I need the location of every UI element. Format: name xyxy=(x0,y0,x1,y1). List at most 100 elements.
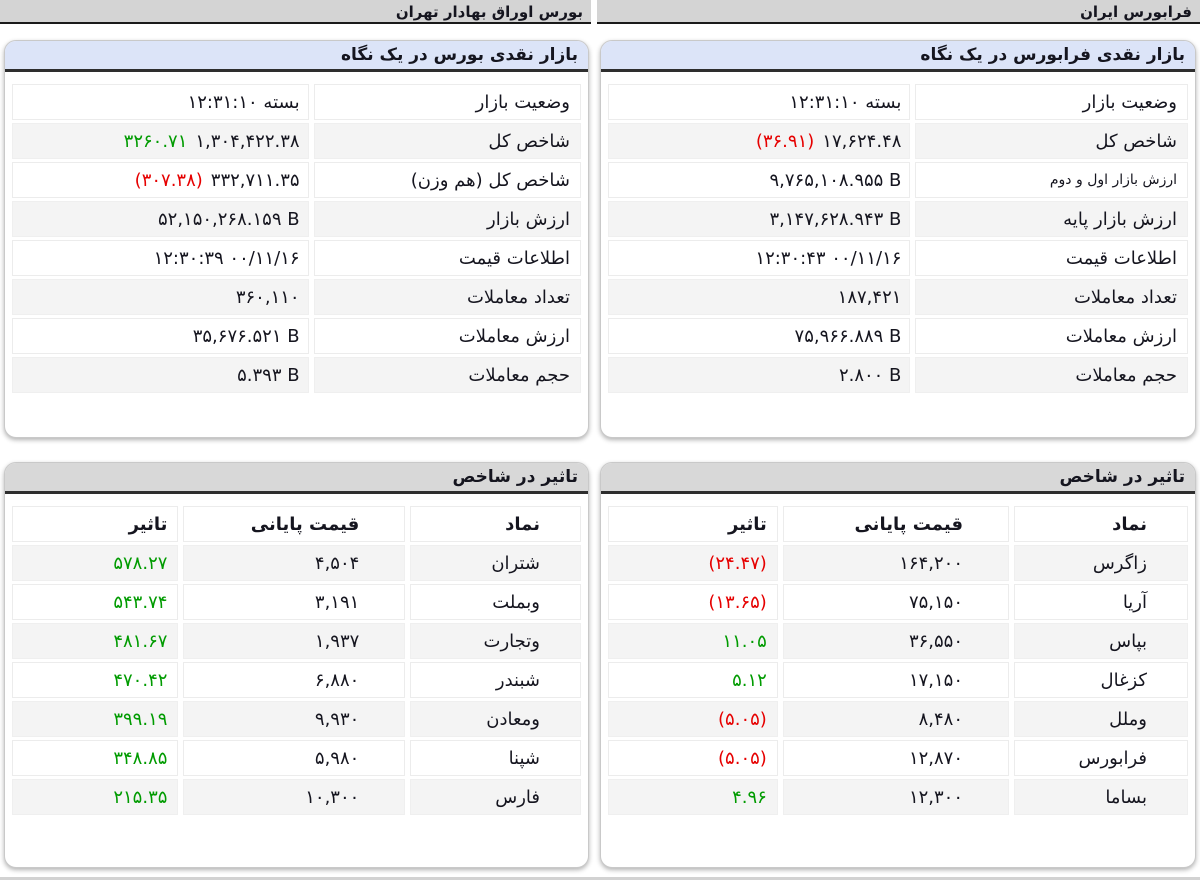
table-row: زاگرس ۱۶۴,۲۰۰ (۲۴.۴۷) xyxy=(608,545,1188,581)
column-header-symbol: نماد xyxy=(410,506,581,542)
row-value-cell: بسته ۱۲:۳۱:۱۰ xyxy=(608,84,911,120)
row-value-cell: ۳۵,۶۷۶.۵۲۱ B xyxy=(12,318,309,354)
row-change: (۳۶.۹۱) xyxy=(755,130,815,152)
symbol-cell[interactable]: آریا xyxy=(1014,584,1188,620)
row-value: ۲.۸۰۰ B xyxy=(838,364,902,386)
summary-row-base-market-value: ارزش بازار پایه ۳,۱۴۷,۶۲۸.۹۴۳ B xyxy=(608,201,1188,237)
row-value: ۱۲:۳۰:۳۹ ۰۰/۱۱/۱۶ xyxy=(153,247,300,269)
symbol-cell[interactable]: بساما xyxy=(1014,779,1188,815)
summary-row-trade-count: تعداد معاملات ۳۶۰,۱۱۰ xyxy=(12,279,581,315)
impact-cell: ۴۷۰.۴۲ xyxy=(12,662,179,698)
summary-row-equal-weight-index: شاخص کل (هم وزن) ۳۳۲,۷۱۱.۳۵ (۳۰۷.۳۸) xyxy=(12,162,581,198)
row-label: ارزش بازار xyxy=(313,201,581,237)
symbol-cell[interactable]: شتران xyxy=(410,545,581,581)
impact-cell: ۳۹۹.۱۹ xyxy=(12,701,179,737)
impact-cell: (۵.۰۵) xyxy=(608,740,778,776)
summary-row-market-value: ارزش بازار ۵۲,۱۵۰,۲۶۸.۱۵۹ B xyxy=(12,201,581,237)
row-value-cell: ۱۲:۳۰:۳۹ ۰۰/۱۱/۱۶ xyxy=(12,240,309,276)
impact-cell: ۵۴۳.۷۴ xyxy=(12,584,179,620)
summary-row-total-index: شاخص کل ۱,۳۰۴,۴۲۲.۳۸ ۳۲۶۰.۷۱ xyxy=(12,123,581,159)
close-price-cell: ۵,۹۸۰ xyxy=(183,740,406,776)
table-row: وملل ۸,۴۸۰ (۵.۰۵) xyxy=(608,701,1188,737)
impact-cell: ۴۸۱.۶۷ xyxy=(12,623,179,659)
symbol-cell[interactable]: ومعادن xyxy=(410,701,581,737)
table-header-row: نماد قیمت پایانی تاثیر xyxy=(12,506,581,542)
row-value: ۷۵,۹۶۶.۸۸۹ B xyxy=(794,325,902,347)
symbol-cell[interactable]: وتجارت xyxy=(410,623,581,659)
row-label: ارزش بازار پایه xyxy=(915,201,1188,237)
summary-row-trade-value: ارزش معاملات ۷۵,۹۶۶.۸۸۹ B xyxy=(608,318,1188,354)
bourse-impact-header: تاثیر در شاخص xyxy=(5,463,588,494)
impact-cell: (۲۴.۴۷) xyxy=(608,545,778,581)
bourse-summary-title: بازار نقدی بورس در یک نگاه xyxy=(340,45,578,65)
symbol-cell[interactable]: بپاس xyxy=(1014,623,1188,659)
column-header-symbol: نماد xyxy=(1014,506,1188,542)
row-value: ۵.۳۹۳ B xyxy=(237,364,300,386)
impact-value: ۳۴۸.۸۵ xyxy=(113,747,168,769)
impact-value: ۱۱.۰۵ xyxy=(722,630,767,652)
row-value: ۱۷,۶۲۴.۴۸ xyxy=(822,130,902,152)
symbol-cell[interactable]: کزغال xyxy=(1014,662,1188,698)
close-price-cell: ۱۶۴,۲۰۰ xyxy=(782,545,1009,581)
symbol-cell[interactable]: فرابورس xyxy=(1014,740,1188,776)
symbol-cell[interactable]: وملل xyxy=(1014,701,1188,737)
close-price-cell: ۹,۹۳۰ xyxy=(183,701,406,737)
farabourse-summary-body: وضعیت بازار بسته ۱۲:۳۱:۱۰ شاخص کل ۱۷,۶۲۴… xyxy=(601,72,1195,393)
row-value: ۱۸۷,۴۲۱ xyxy=(837,286,902,308)
row-value-cell: ۳,۱۴۷,۶۲۸.۹۴۳ B xyxy=(608,201,911,237)
symbol-cell[interactable]: فارس xyxy=(410,779,581,815)
farabourse-summary-header: بازار نقدی فرابورس در یک نگاه xyxy=(601,41,1195,72)
impact-cell: ۵.۱۲ xyxy=(608,662,778,698)
summary-row-total-index: شاخص کل ۱۷,۶۲۴.۴۸ (۳۶.۹۱) xyxy=(608,123,1188,159)
symbol-cell[interactable]: زاگرس xyxy=(1014,545,1188,581)
table-row: کزغال ۱۷,۱۵۰ ۵.۱۲ xyxy=(608,662,1188,698)
impact-value: (۱۳.۶۵) xyxy=(708,591,767,613)
row-value-cell: بسته ۱۲:۳۱:۱۰ xyxy=(12,84,309,120)
row-value-cell: ۵۲,۱۵۰,۲۶۸.۱۵۹ B xyxy=(12,201,309,237)
bourse-impact-card: تاثیر در شاخص نماد قیمت پایانی تاثیر شتر… xyxy=(4,462,589,868)
table-row: آریا ۷۵,۱۵۰ (۱۳.۶۵) xyxy=(608,584,1188,620)
impact-value: (۲۴.۴۷) xyxy=(708,552,767,574)
impact-value: ۵.۱۲ xyxy=(732,669,767,691)
column-header-impact: تاثیر xyxy=(12,506,179,542)
table-row: بپاس ۳۶,۵۵۰ ۱۱.۰۵ xyxy=(608,623,1188,659)
row-label: اطلاعات قیمت xyxy=(313,240,581,276)
impact-cell: ۳۴۸.۸۵ xyxy=(12,740,179,776)
row-value: ۹,۷۶۵,۱۰۸.۹۵۵ B xyxy=(769,169,902,191)
farabourse-summary-title: بازار نقدی فرابورس در یک نگاه xyxy=(920,45,1185,65)
row-value-cell: ۷۵,۹۶۶.۸۸۹ B xyxy=(608,318,911,354)
symbol-cell[interactable]: شپنا xyxy=(410,740,581,776)
table-header-row: نماد قیمت پایانی تاثیر xyxy=(608,506,1188,542)
row-label: شاخص کل xyxy=(313,123,581,159)
summary-row-market-value-1-2: ارزش بازار اول و دوم ۹,۷۶۵,۱۰۸.۹۵۵ B xyxy=(608,162,1188,198)
section-title-bourse: بورس اوراق بهادار تهران xyxy=(395,3,583,21)
summary-row-market-status: وضعیت بازار بسته ۱۲:۳۱:۱۰ xyxy=(12,84,581,120)
table-row: شتران ۴,۵۰۴ ۵۷۸.۲۷ xyxy=(12,545,581,581)
impact-cell: ۴.۹۶ xyxy=(608,779,778,815)
column-header-close-price: قیمت پایانی xyxy=(782,506,1009,542)
bourse-summary-body: وضعیت بازار بسته ۱۲:۳۱:۱۰ شاخص کل ۱,۳۰۴,… xyxy=(5,72,588,393)
symbol-cell[interactable]: شبندر xyxy=(410,662,581,698)
close-price-cell: ۳۶,۵۵۰ xyxy=(782,623,1009,659)
impact-cell: (۱۳.۶۵) xyxy=(608,584,778,620)
row-label: شاخص کل xyxy=(915,123,1188,159)
bottom-divider xyxy=(0,877,1200,880)
impact-cell: ۱۱.۰۵ xyxy=(608,623,778,659)
row-value-cell: ۱۲:۳۰:۴۳ ۰۰/۱۱/۱۶ xyxy=(608,240,911,276)
close-price-cell: ۸,۴۸۰ xyxy=(782,701,1009,737)
close-price-cell: ۱۲,۸۷۰ xyxy=(782,740,1009,776)
row-change: (۳۰۷.۳۸) xyxy=(134,169,203,191)
row-value: بسته ۱۲:۳۱:۱۰ xyxy=(187,91,300,113)
row-value-cell: ۳۶۰,۱۱۰ xyxy=(12,279,309,315)
row-value-cell: ۱۷,۶۲۴.۴۸ (۳۶.۹۱) xyxy=(608,123,911,159)
row-value-cell: ۱,۳۰۴,۴۲۲.۳۸ ۳۲۶۰.۷۱ xyxy=(12,123,309,159)
summary-row-trade-volume: حجم معاملات ۵.۳۹۳ B xyxy=(12,357,581,393)
summary-row-trade-count: تعداد معاملات ۱۸۷,۴۲۱ xyxy=(608,279,1188,315)
row-label: ارزش معاملات xyxy=(313,318,581,354)
summary-row-price-info: اطلاعات قیمت ۱۲:۳۰:۴۳ ۰۰/۱۱/۱۶ xyxy=(608,240,1188,276)
row-value: ۳۶۰,۱۱۰ xyxy=(235,286,300,308)
row-value-cell: ۹,۷۶۵,۱۰۸.۹۵۵ B xyxy=(608,162,911,198)
column-header-close-price: قیمت پایانی xyxy=(183,506,406,542)
row-value: ۳۵,۶۷۶.۵۲۱ B xyxy=(192,325,300,347)
symbol-cell[interactable]: وبملت xyxy=(410,584,581,620)
